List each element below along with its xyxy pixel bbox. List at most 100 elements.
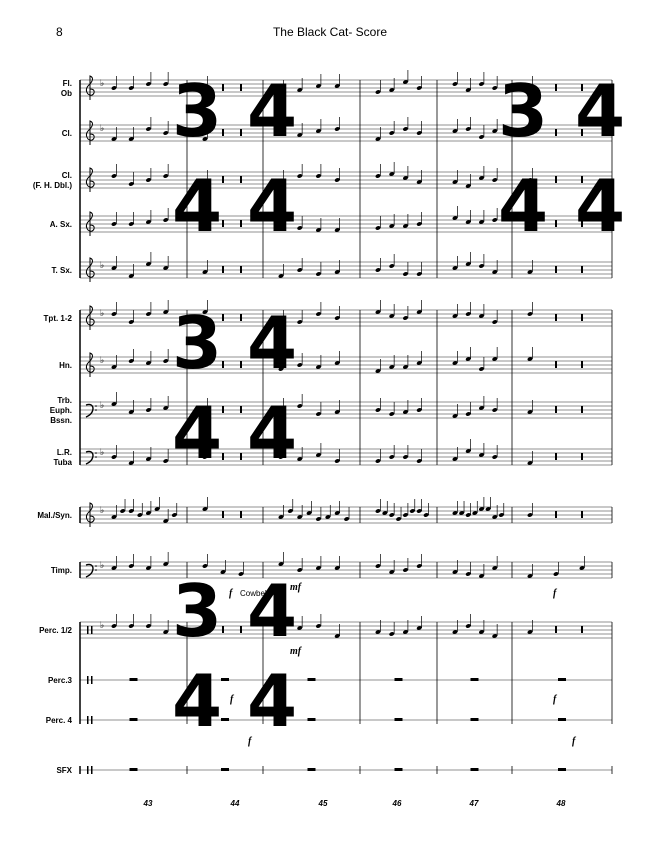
- bass-clef: [85, 563, 94, 578]
- notehead: [278, 180, 284, 184]
- notehead: [163, 82, 169, 86]
- notehead: [389, 88, 395, 92]
- rest: [581, 220, 583, 227]
- rest: [558, 768, 566, 771]
- rest: [222, 453, 224, 460]
- key-flat: ♭: [100, 560, 104, 570]
- rest: [555, 176, 557, 183]
- notehead: [389, 172, 395, 176]
- rest: [581, 176, 583, 183]
- staff-label: (F. H. Dbl.): [33, 181, 72, 190]
- notehead: [553, 572, 559, 576]
- notehead: [315, 84, 322, 88]
- rest: [221, 678, 229, 681]
- treble-clef: [85, 502, 95, 527]
- notehead: [465, 572, 471, 576]
- staff-label: T. Sx.: [52, 266, 72, 275]
- staff-label: L.R.: [57, 448, 72, 457]
- notehead: [375, 226, 381, 230]
- notehead: [492, 178, 498, 182]
- notehead: [297, 133, 303, 137]
- notehead: [163, 406, 169, 410]
- rest: [240, 453, 242, 460]
- time-signature: 4: [172, 164, 222, 248]
- notehead: [402, 224, 409, 228]
- notehead: [492, 408, 498, 412]
- notehead: [402, 365, 409, 369]
- notehead: [402, 410, 409, 414]
- notehead: [111, 566, 117, 570]
- rest: [222, 220, 224, 227]
- notehead: [163, 630, 169, 634]
- notehead: [334, 127, 340, 131]
- notehead: [297, 626, 303, 630]
- notehead: [389, 365, 395, 369]
- notehead: [459, 511, 465, 515]
- bass-clef-dot: [95, 456, 97, 458]
- notehead: [128, 624, 134, 628]
- time-signature: 4: [575, 164, 625, 248]
- notehead: [315, 365, 322, 369]
- notehead: [402, 176, 409, 180]
- notehead: [334, 316, 340, 320]
- notehead: [202, 224, 208, 228]
- notehead: [402, 316, 409, 320]
- notehead: [145, 624, 152, 628]
- notehead: [527, 357, 533, 361]
- notehead: [278, 562, 284, 566]
- notehead: [416, 272, 422, 276]
- notehead: [128, 320, 134, 324]
- rest: [240, 314, 242, 321]
- time-signature: 3: [172, 301, 222, 385]
- treble-clef: [85, 352, 95, 377]
- notehead: [527, 129, 533, 133]
- notehead: [492, 357, 498, 361]
- notehead: [478, 264, 485, 268]
- time-signature: 4: [247, 164, 297, 248]
- key-flat: ♭: [100, 260, 104, 270]
- rest: [129, 718, 138, 721]
- notehead: [492, 86, 498, 90]
- notehead: [492, 455, 498, 459]
- notehead: [492, 129, 498, 133]
- treble-clef: [85, 120, 95, 145]
- notehead: [163, 218, 169, 222]
- notehead: [402, 513, 409, 517]
- notehead: [375, 90, 381, 94]
- rest: [240, 511, 242, 518]
- notehead: [145, 408, 152, 412]
- notehead: [527, 220, 533, 224]
- notehead: [163, 310, 169, 314]
- notehead: [478, 314, 485, 318]
- notehead: [416, 131, 422, 135]
- notehead: [465, 449, 471, 453]
- notehead: [145, 262, 152, 266]
- time-signature: 3: [172, 69, 222, 153]
- notehead: [416, 310, 422, 314]
- notehead: [163, 266, 169, 270]
- rest: [129, 768, 138, 771]
- measure-number: 44: [230, 799, 240, 808]
- bass-clef-dot: [95, 452, 97, 454]
- notehead: [416, 459, 422, 463]
- notehead: [465, 513, 471, 517]
- score-title: The Black Cat- Score: [273, 25, 387, 39]
- rest: [394, 718, 403, 721]
- notehead: [297, 174, 303, 178]
- notehead: [492, 218, 498, 222]
- key-flat: ♭: [100, 620, 104, 630]
- notehead: [402, 80, 409, 84]
- notehead: [315, 228, 322, 232]
- notehead: [128, 461, 134, 465]
- notehead: [478, 507, 485, 511]
- notehead: [492, 270, 498, 274]
- measure-number: 47: [469, 799, 479, 808]
- notehead: [452, 457, 458, 461]
- notehead: [375, 174, 381, 178]
- notehead: [492, 634, 498, 638]
- bass-clef: [85, 403, 94, 418]
- dynamic-marking: f: [230, 694, 235, 705]
- notehead: [111, 515, 117, 519]
